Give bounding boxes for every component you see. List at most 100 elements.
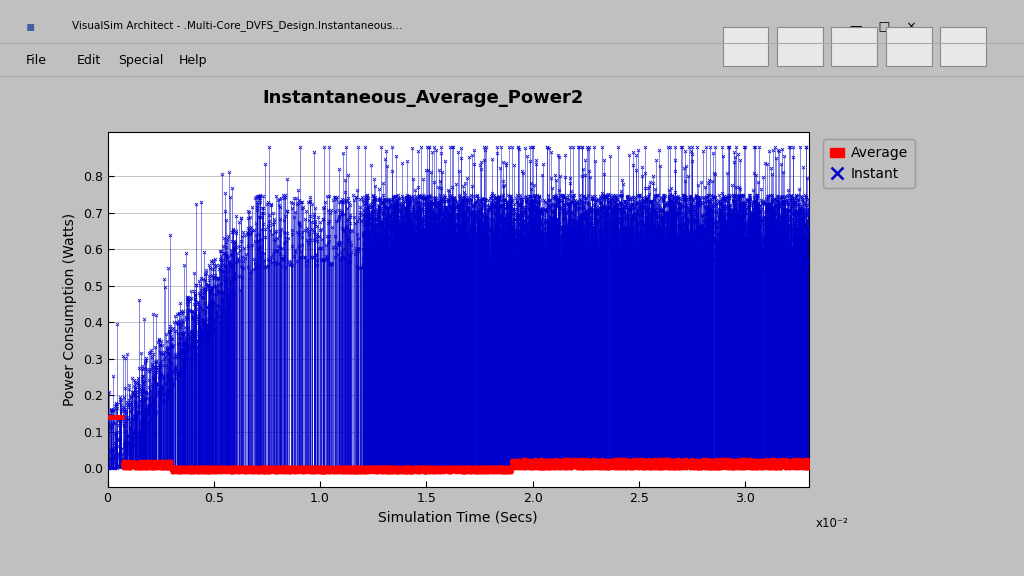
Point: [648, 252, 665, 262]
Point: [528, 233, 545, 242]
Point: [166, 465, 182, 475]
Point: [481, 226, 498, 235]
Point: [298, 256, 314, 266]
Point: [538, 217, 554, 226]
Point: [263, 463, 280, 472]
Point: [638, 206, 654, 215]
Point: [665, 209, 681, 218]
Point: [788, 243, 805, 252]
Point: [753, 463, 769, 472]
Point: [467, 464, 483, 473]
Point: [186, 464, 203, 473]
Point: [683, 206, 699, 215]
Point: [509, 461, 525, 471]
Point: [652, 463, 669, 472]
Point: [105, 413, 122, 422]
Point: [719, 244, 735, 253]
Point: [489, 463, 506, 472]
Point: [123, 461, 139, 470]
Point: [419, 463, 435, 472]
Point: [190, 465, 207, 475]
Point: [536, 252, 552, 261]
Point: [555, 214, 571, 223]
Point: [793, 463, 809, 472]
Point: [154, 384, 170, 393]
Point: [736, 257, 753, 267]
Point: [791, 456, 807, 465]
Point: [728, 256, 744, 265]
Point: [754, 455, 770, 464]
Point: [239, 466, 255, 475]
Point: [532, 207, 549, 216]
Point: [339, 230, 355, 239]
Point: [430, 250, 446, 259]
Point: [279, 467, 295, 476]
Point: [416, 194, 432, 203]
Point: [153, 385, 169, 394]
Point: [728, 461, 744, 470]
Point: [626, 456, 642, 465]
Point: [505, 263, 521, 272]
Point: [654, 460, 671, 469]
Point: [356, 462, 373, 471]
Point: [471, 219, 487, 229]
Point: [630, 191, 646, 200]
Point: [548, 235, 564, 244]
Point: [508, 463, 524, 472]
Point: [541, 458, 557, 467]
Point: [431, 207, 447, 217]
Point: [742, 231, 759, 240]
Point: [793, 456, 809, 465]
Point: [604, 243, 621, 252]
Point: [128, 459, 144, 468]
Point: [705, 248, 721, 257]
Point: [573, 172, 590, 181]
Point: [764, 253, 780, 262]
Point: [579, 248, 595, 257]
Point: [408, 464, 424, 473]
Point: [456, 242, 472, 251]
Point: [654, 456, 671, 465]
Point: [495, 226, 511, 236]
Point: [735, 200, 752, 209]
Point: [171, 464, 187, 473]
Point: [190, 463, 207, 472]
Point: [406, 228, 422, 237]
Point: [617, 255, 634, 264]
Point: [152, 461, 168, 471]
Point: [510, 142, 526, 151]
Point: [703, 223, 720, 233]
Point: [744, 253, 761, 263]
Point: [665, 193, 681, 202]
Point: [410, 243, 426, 252]
Point: [452, 204, 468, 214]
Point: [581, 463, 597, 472]
Point: [169, 463, 185, 472]
Point: [256, 463, 272, 472]
Point: [236, 228, 252, 237]
Point: [610, 458, 627, 467]
Point: [102, 413, 119, 422]
Point: [597, 217, 613, 226]
Point: [529, 223, 546, 232]
Point: [538, 463, 554, 472]
Point: [459, 464, 475, 473]
Point: [623, 203, 639, 212]
Point: [770, 456, 786, 465]
Point: [615, 457, 632, 466]
Point: [160, 460, 176, 469]
Point: [337, 187, 353, 196]
Point: [604, 455, 621, 464]
Point: [731, 196, 748, 205]
Point: [788, 463, 805, 472]
Point: [421, 466, 437, 475]
Point: [314, 465, 331, 474]
Point: [670, 458, 686, 467]
Point: [778, 458, 795, 467]
Point: [631, 459, 647, 468]
Point: [780, 259, 797, 268]
Point: [129, 459, 145, 468]
Point: [702, 236, 719, 245]
Point: [718, 200, 734, 210]
Point: [364, 250, 380, 259]
